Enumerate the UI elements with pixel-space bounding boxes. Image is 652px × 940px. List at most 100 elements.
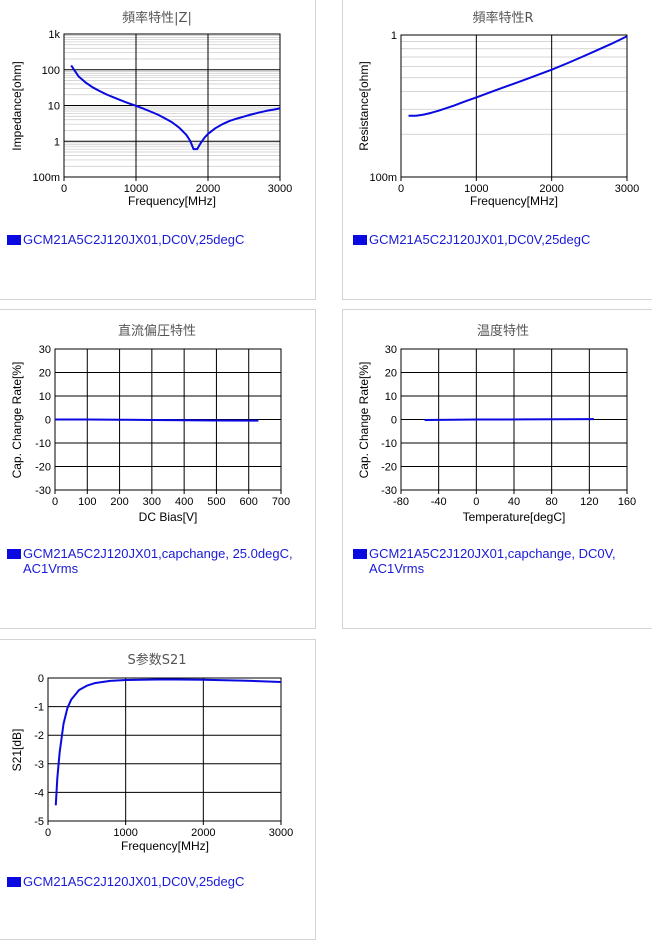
x-axis-label: Frequency[MHz] xyxy=(128,194,216,208)
y-tick-label: 10 xyxy=(48,101,60,113)
legend-item: GCM21A5C2J120JX01,DC0V,25degC xyxy=(353,232,648,247)
y-tick-label: 100m xyxy=(369,172,397,184)
y-tick-label: 10 xyxy=(385,391,397,403)
chart-panel-impedance: 100m 1 10 100 1k 0 1000 2000 3000 頻率特性|Z| Freque… xyxy=(0,0,316,300)
plot-area: -5 -4 -3 -2 -1 0 0 1000 2000 3000 xyxy=(34,673,293,839)
legend-label: GCM21A5C2J120JX01,capchange, DC0V, AC1Vr… xyxy=(369,546,616,576)
x-tick-label: 2000 xyxy=(191,827,215,839)
y-axis-label: S21[dB] xyxy=(10,729,24,772)
x-tick-label: 0 xyxy=(61,183,67,195)
y-tick-label: -30 xyxy=(35,485,51,497)
x-tick-label: 0 xyxy=(473,496,479,508)
y-tick-label: 20 xyxy=(39,368,51,380)
chart-panel-resistance: 100m 1 0 1000 2000 3000 頻率特性R Frequency[MHz] … xyxy=(342,0,652,300)
y-tick-label: 10 xyxy=(39,391,51,403)
y-tick-label: 1 xyxy=(54,136,60,148)
legend-label: GCM21A5C2J120JX01,DC0V,25degC xyxy=(23,232,245,247)
y-tick-label: -2 xyxy=(34,730,44,742)
x-tick-label: 3000 xyxy=(615,183,639,195)
y-tick-label: 100 xyxy=(42,65,60,77)
temperature-chart: -30 -20 -10 0 10 20 30 -80 -40 0 40 80 120 160 温度特性 T… xyxy=(357,323,636,524)
y-tick-label: -3 xyxy=(34,759,44,771)
x-tick-label: 160 xyxy=(618,496,636,508)
y-tick-label: -20 xyxy=(381,462,397,474)
x-tick-label: 3000 xyxy=(268,183,292,195)
y-tick-label: -30 xyxy=(381,485,397,497)
chart-panel-temperature: -30 -20 -10 0 10 20 30 -80 -40 0 40 80 120 160 温度特性 T… xyxy=(342,309,652,629)
series-line xyxy=(424,418,595,421)
y-tick-label: -1 xyxy=(34,702,44,714)
y-axis-label: Cap. Change Rate[%] xyxy=(357,362,371,479)
x-tick-label: 0 xyxy=(45,827,51,839)
x-tick-label: -80 xyxy=(393,496,409,508)
x-tick-label: 100 xyxy=(78,496,96,508)
x-tick-label: 700 xyxy=(272,496,290,508)
x-axis-label: Temperature[degC] xyxy=(463,510,566,524)
x-tick-label: 2000 xyxy=(196,183,220,195)
legend-swatch xyxy=(7,235,21,245)
plot-area: 100m 1 0 1000 2000 3000 xyxy=(369,30,639,195)
chart-title: 温度特性 xyxy=(477,323,529,339)
plot-frame xyxy=(400,34,628,178)
x-tick-label: 120 xyxy=(580,496,598,508)
series-line xyxy=(55,418,259,422)
plot-frame xyxy=(63,33,281,178)
chart-panel-s21: -5 -4 -3 -2 -1 0 0 1000 2000 3000 S参数S21 Frequenc… xyxy=(0,639,316,940)
impedance-chart: 100m 1 10 100 1k 0 1000 2000 3000 頻率特性|Z| Freque… xyxy=(10,10,292,208)
x-axis-label: Frequency[MHz] xyxy=(121,839,209,853)
y-tick-label: -20 xyxy=(35,462,51,474)
x-tick-label: 500 xyxy=(207,496,225,508)
chart-title: 直流偏圧特性 xyxy=(118,324,196,339)
x-tick-label: 3000 xyxy=(269,827,293,839)
chart-title: S参数S21 xyxy=(127,652,186,668)
y-tick-label: 0 xyxy=(391,415,397,427)
y-tick-label: 0 xyxy=(45,415,51,427)
y-tick-label: -10 xyxy=(381,438,397,450)
x-tick-label: 1000 xyxy=(464,183,488,195)
y-tick-label: 1k xyxy=(48,29,60,41)
y-tick-label: -10 xyxy=(35,438,51,450)
s21-chart: -5 -4 -3 -2 -1 0 0 1000 2000 3000 S参数S21 Frequenc… xyxy=(10,652,293,853)
legend-item: GCM21A5C2J120JX01,DC0V,25degC xyxy=(7,874,307,889)
x-tick-label: 80 xyxy=(546,496,558,508)
legend-item: GCM21A5C2J120JX01,DC0V,25degC xyxy=(7,232,307,247)
legend-swatch xyxy=(353,235,367,245)
legend-swatch xyxy=(353,549,367,559)
x-tick-label: 400 xyxy=(175,496,193,508)
x-tick-label: 300 xyxy=(143,496,161,508)
legend-swatch xyxy=(7,877,21,887)
legend-label: GCM21A5C2J120JX01,capchange, 25.0degC, A… xyxy=(23,546,293,576)
x-tick-label: -40 xyxy=(431,496,447,508)
chart-panel-dc-bias: -30 -20 -10 0 10 20 30 0 100 200 300 400 500 600 700 直… xyxy=(0,309,316,629)
x-tick-label: 0 xyxy=(398,183,404,195)
legend-label: GCM21A5C2J120JX01,DC0V,25degC xyxy=(23,874,245,889)
x-tick-label: 200 xyxy=(110,496,128,508)
x-tick-label: 40 xyxy=(508,496,520,508)
plot-frame xyxy=(47,677,282,822)
y-tick-label: 100m xyxy=(32,172,60,184)
chart-title: 頻率特性R xyxy=(472,10,533,26)
x-tick-label: 1000 xyxy=(124,183,148,195)
y-tick-label: 1 xyxy=(391,30,397,42)
x-tick-label: 0 xyxy=(52,496,58,508)
y-tick-label: 20 xyxy=(385,368,397,380)
legend-item: GCM21A5C2J120JX01,capchange, DC0V, AC1Vr… xyxy=(353,546,648,576)
y-tick-label: 0 xyxy=(38,673,44,685)
y-axis-label: Impedance[ohm] xyxy=(10,61,24,150)
chart-title: 頻率特性|Z| xyxy=(122,10,192,26)
series-line xyxy=(408,35,628,117)
plot-area: -30 -20 -10 0 10 20 30 -80 -40 0 40 80 120 160 xyxy=(381,344,636,508)
series-line xyxy=(54,678,282,806)
x-axis-label: Frequency[MHz] xyxy=(470,194,558,208)
y-tick-label: -4 xyxy=(34,787,44,799)
legend-swatch xyxy=(7,549,21,559)
y-axis-label: Resistance[ohm] xyxy=(357,61,371,150)
x-tick-label: 2000 xyxy=(539,183,563,195)
y-axis-label: Cap. Change Rate[%] xyxy=(10,362,24,479)
plot-area: 100m 1 10 100 1k 0 1000 2000 3000 xyxy=(32,29,292,195)
plot-frame xyxy=(400,348,628,491)
x-tick-label: 1000 xyxy=(113,827,137,839)
x-tick-label: 600 xyxy=(240,496,258,508)
